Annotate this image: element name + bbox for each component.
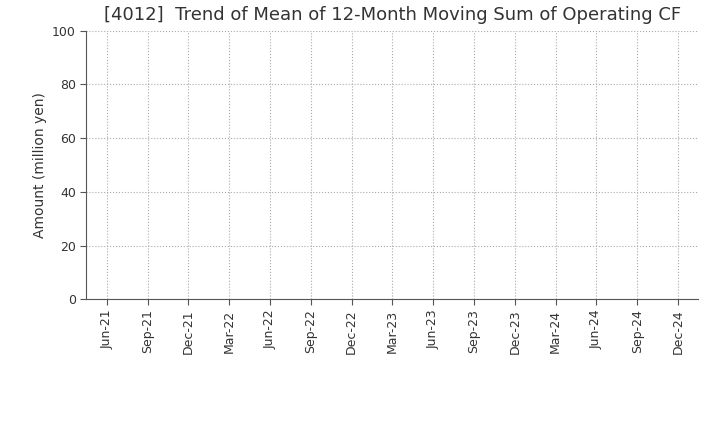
Title: [4012]  Trend of Mean of 12-Month Moving Sum of Operating CF: [4012] Trend of Mean of 12-Month Moving … bbox=[104, 6, 681, 24]
Y-axis label: Amount (million yen): Amount (million yen) bbox=[32, 92, 47, 238]
